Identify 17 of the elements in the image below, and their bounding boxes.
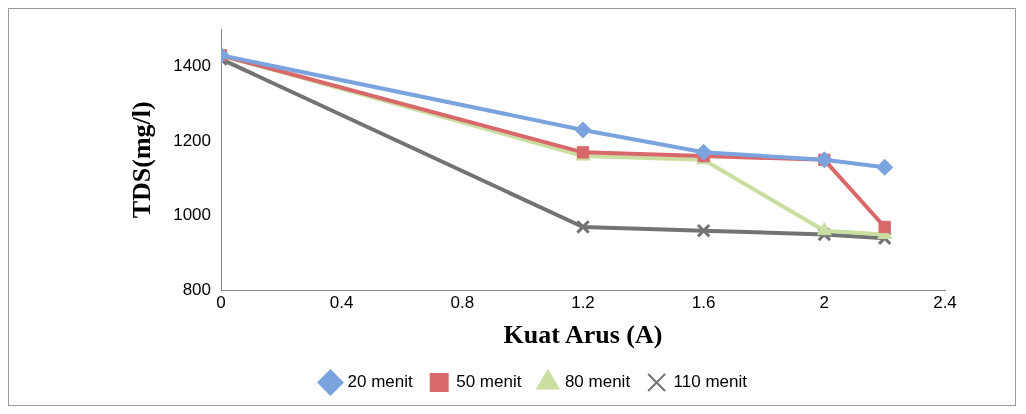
x-tick-label: 2.4 — [933, 293, 957, 313]
y-tick-label: 800 — [182, 280, 212, 300]
legend-label: 20 menit — [347, 372, 413, 392]
x-tick-label: 0.4 — [329, 293, 354, 313]
x-axis-title: Kuat Arus (A) — [503, 320, 663, 350]
legend-label: 110 menit — [673, 372, 748, 392]
y-axis-title: TDS(mg/l) — [127, 101, 157, 219]
x-tick-label: 2 — [819, 293, 830, 313]
y-tick-label: 1000 — [173, 205, 212, 225]
x-tick-label: 0.8 — [450, 293, 475, 313]
legend-label: 50 menit — [456, 372, 522, 392]
legend-label: 80 menit — [564, 372, 631, 392]
x-tick-label: 0 — [216, 293, 226, 313]
x-tick-label: 1.2 — [571, 293, 595, 313]
x-tick-label: 1.6 — [691, 293, 716, 313]
y-tick-label: 1400 — [173, 56, 212, 76]
y-tick-label: 1200 — [173, 130, 212, 150]
